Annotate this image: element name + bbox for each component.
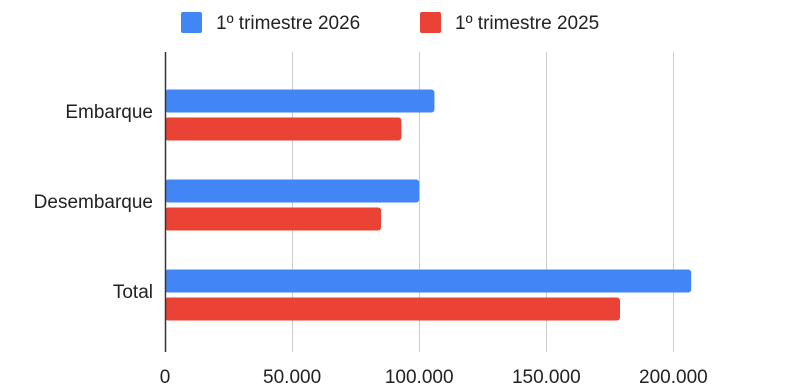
legend-label-1: 1º trimestre 2026 <box>216 13 360 34</box>
bar-embarque-series-1 <box>165 89 435 113</box>
bars <box>165 89 692 321</box>
tick-labels: 0 50.000 100.000 150.000 200.000 <box>160 367 708 387</box>
tick-label-3: 150.000 <box>512 367 581 387</box>
legend-label-2: 1º trimestre 2025 <box>455 13 599 34</box>
category-labels: Embarque Desembarque Total <box>34 102 153 303</box>
tick-label-1: 50.000 <box>263 367 321 387</box>
tick-label-4: 200.000 <box>639 367 708 387</box>
bar-desembarque-series-2 <box>165 207 382 231</box>
bar-total-series-1 <box>165 269 692 293</box>
bar-embarque-series-2 <box>165 117 402 141</box>
tick-label-0: 0 <box>160 367 171 387</box>
category-label-total: Total <box>113 282 153 303</box>
legend-swatch-2 <box>420 12 441 33</box>
bar-total-series-2 <box>165 297 621 321</box>
legend: 1º trimestre 2026 1º trimestre 2025 <box>181 12 599 34</box>
category-label-desembarque: Desembarque <box>34 192 153 213</box>
tick-label-2: 100.000 <box>385 367 454 387</box>
legend-swatch-1 <box>181 12 202 33</box>
bar-desembarque-series-1 <box>165 179 420 203</box>
category-label-embarque: Embarque <box>65 102 153 123</box>
